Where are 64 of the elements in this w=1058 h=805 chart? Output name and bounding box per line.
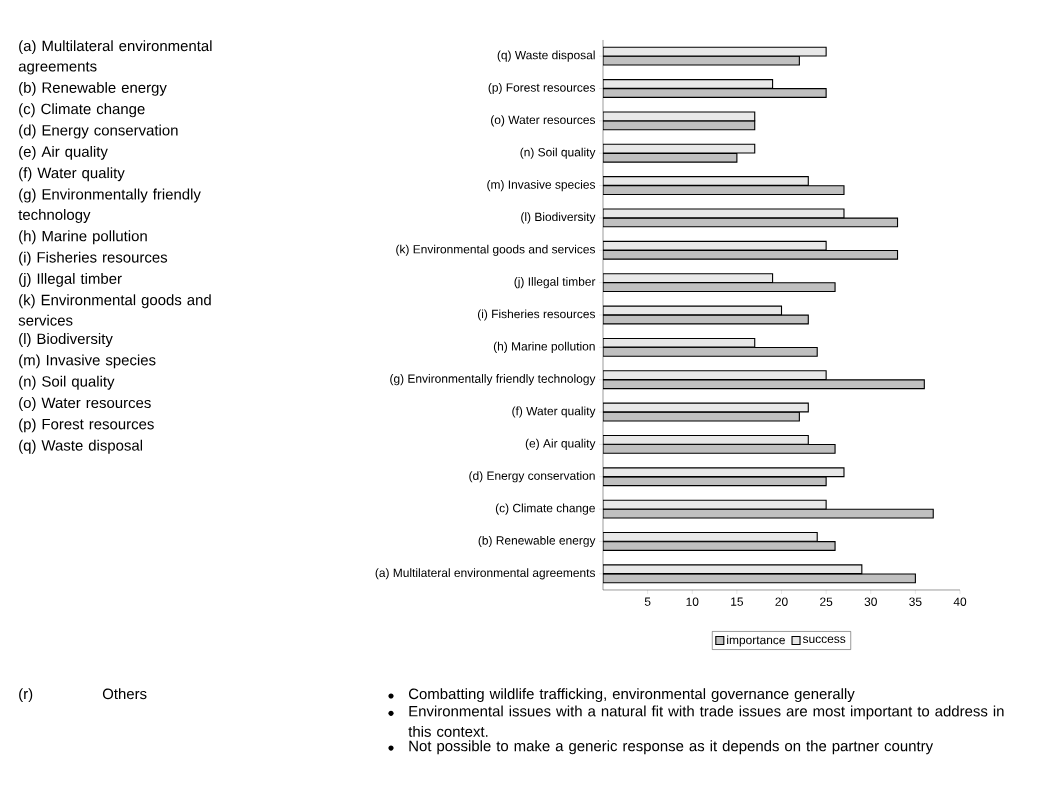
- legend-label: importance: [727, 635, 785, 647]
- text: (h) Marine pollution: [19, 230, 147, 245]
- text: (j) Illegal timber: [19, 272, 122, 287]
- y-tick-label: (k) Environmental goods and services: [396, 244, 596, 256]
- y-tick-label: (g) Environmentally friendly technology: [390, 374, 596, 386]
- bar: [603, 379, 925, 390]
- bar: [603, 249, 899, 260]
- bar: [603, 185, 845, 196]
- text: (f) Water quality: [19, 167, 125, 182]
- text: (p) Forest resources: [19, 418, 154, 433]
- y-tick-label: (p) Forest resources: [488, 82, 596, 95]
- bar: [603, 88, 827, 98]
- text: (i) Fisheries resources: [19, 251, 168, 266]
- y-tick-label: (q) Waste disposal: [497, 50, 595, 62]
- y-tick-label: (o) Water resources: [491, 115, 596, 127]
- bar: [603, 346, 818, 357]
- x-tick-label: 5: [644, 597, 651, 606]
- text: (c) Climate change: [19, 103, 145, 118]
- bar: [603, 176, 809, 186]
- text: (k) Environmental goods and services: [18, 294, 211, 326]
- text: (a) Multilateral environmental agreements: [18, 40, 212, 75]
- bar: [603, 273, 774, 284]
- x-tick-label: 15: [731, 597, 744, 606]
- bar: [603, 337, 756, 348]
- y-tick-label: (m) Invasive species: [487, 180, 596, 192]
- x-tick-label: 20: [775, 597, 788, 606]
- text: (e) Air quality: [19, 145, 108, 160]
- bar: [603, 434, 809, 445]
- y-tick-label: (e) Air quality: [525, 438, 596, 450]
- y-tick-label: (b) Renewable energy: [478, 535, 596, 548]
- text: (l) Biodiversity: [19, 333, 113, 348]
- text: (m) Invasive species: [19, 354, 156, 369]
- bar: [603, 370, 827, 381]
- text: (d) Energy conservation: [19, 124, 178, 139]
- bar: [603, 282, 836, 293]
- y-tick-label: (l) Biodiversity: [521, 212, 596, 224]
- text: (b) Renewable energy: [19, 81, 167, 96]
- text: (n) Soil quality: [19, 375, 115, 390]
- x-tick-label: 40: [953, 597, 967, 606]
- y-tick-label: (d) Energy conservation: [469, 471, 595, 483]
- text: (q) Waste disposal: [19, 439, 143, 454]
- text: (o) Water resources: [19, 397, 151, 412]
- y-tick-label: (h) Marine pollution: [493, 341, 595, 353]
- x-tick-label: 10: [686, 597, 699, 606]
- y-tick-label: (a) Multilateral environmental agreements: [375, 568, 596, 580]
- legend-label: success: [802, 636, 846, 644]
- y-tick-label: (c) Climate change: [495, 503, 595, 515]
- y-tick-label: (f) Water quality: [512, 406, 596, 418]
- x-tick-label: 25: [820, 597, 833, 606]
- bar: [603, 541, 836, 551]
- x-tick-label: 35: [909, 597, 922, 606]
- text: Environmental issues with a natural fit with trade issues are most important to address in this context.: [408, 705, 1004, 737]
- y-tick-label: (n) Soil quality: [520, 147, 596, 159]
- y-tick-label: (j) Illegal timber: [514, 277, 596, 289]
- x-tick-label: 30: [864, 597, 877, 606]
- text: Combatting wildlife trafficking, environmental governance generally: [408, 688, 855, 703]
- bar: [603, 532, 818, 542]
- text: (r): [19, 688, 33, 703]
- y-tick-label: (i) Fisheries resources: [477, 309, 596, 321]
- text: Not possible to make a generic response as it depends on the partner country: [409, 740, 934, 755]
- bar: [603, 444, 836, 454]
- text: Others: [102, 688, 147, 700]
- bar: [603, 79, 774, 89]
- text: (g) Environmentally friendly technology: [18, 188, 201, 223]
